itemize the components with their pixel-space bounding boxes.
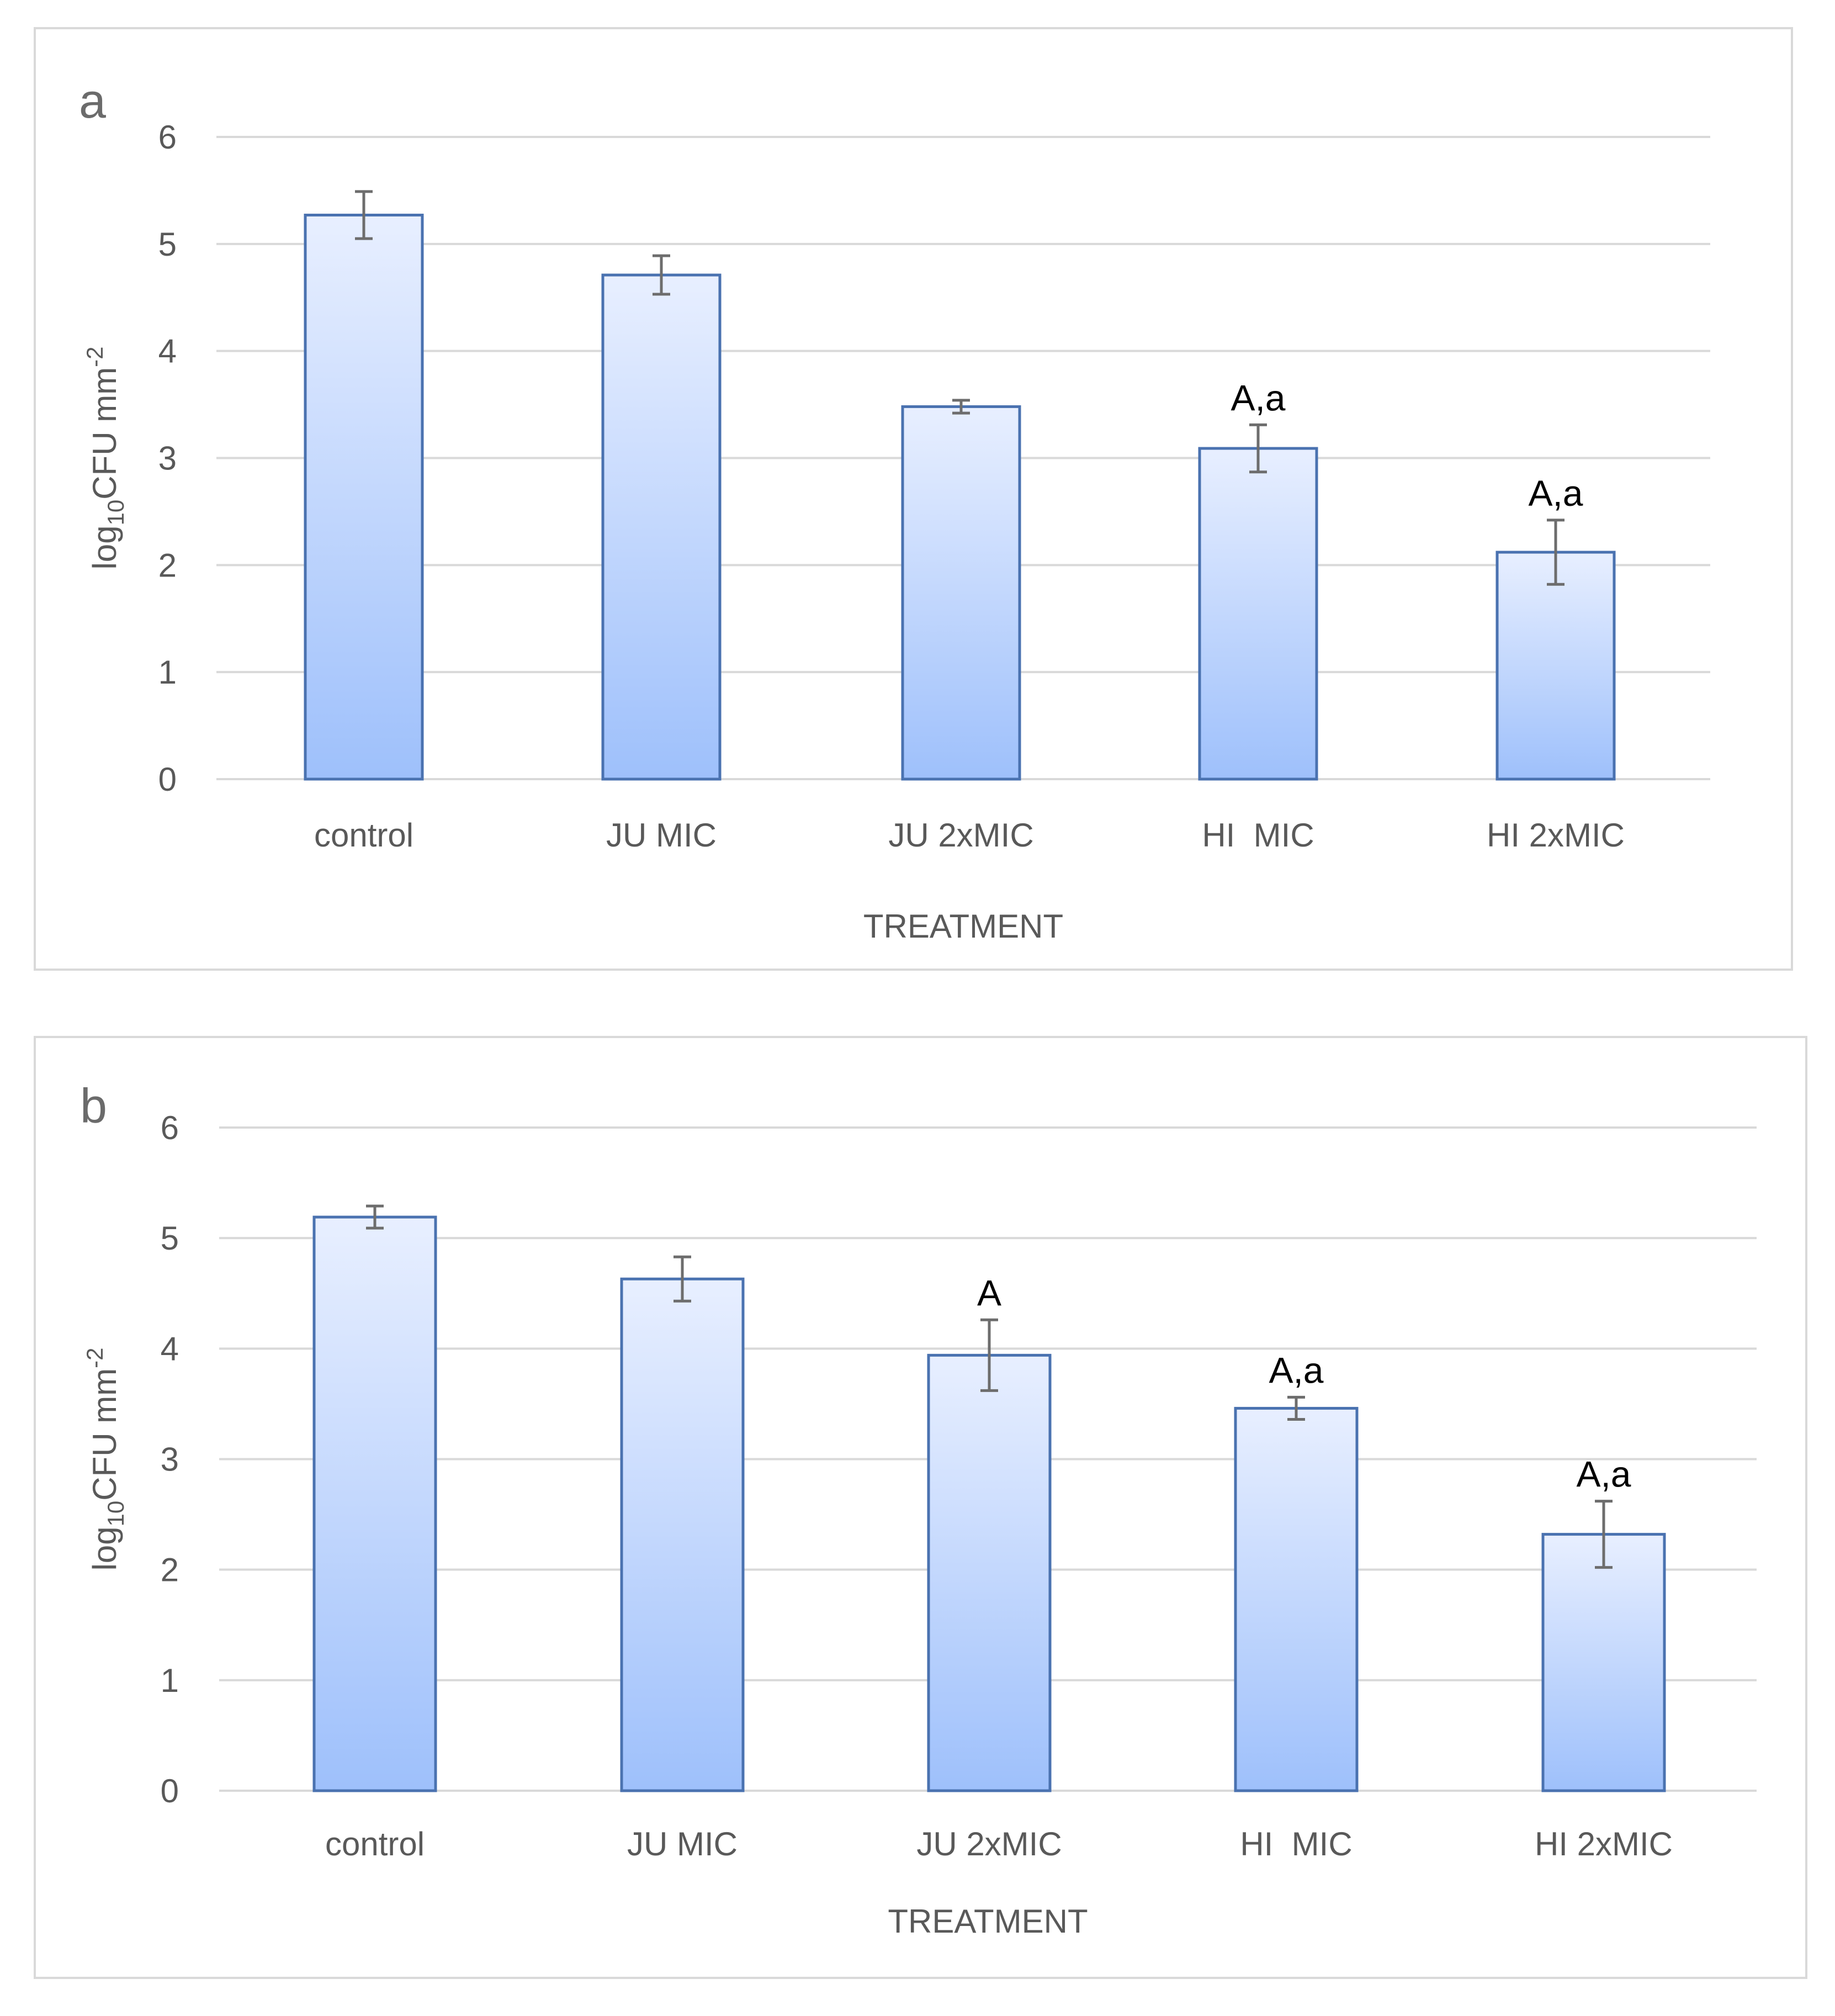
chart-a-annotation-5: A,a: [1528, 473, 1583, 514]
chart-b-category-label-3: JU 2xMIC: [916, 1825, 1062, 1862]
chart-b-category-label-1: control: [325, 1825, 425, 1862]
chart-a-ytick-label-5: 5: [158, 226, 177, 263]
chart-b-ytick-label-2: 2: [161, 1552, 179, 1589]
chart-b-bar-1: [312, 1215, 437, 1792]
chart-b-bar-3: [927, 1353, 1052, 1792]
chart-b-y-axis-title: log10CFU mm-2: [82, 1347, 129, 1570]
chart-a-category-label-1: control: [314, 817, 413, 854]
chart-b-error-bar-4: [1287, 1395, 1305, 1421]
chart-b-annotation-3: A: [977, 1272, 1001, 1313]
chart-a-ytick-label-0: 0: [158, 761, 177, 798]
chart-b-annotation-5: A,a: [1576, 1454, 1631, 1495]
chart-a-ytick-label-1: 1: [158, 654, 177, 691]
chart-b-category-label-5: HI 2xMIC: [1535, 1825, 1673, 1862]
chart-a-ytick-label-6: 6: [158, 119, 177, 156]
chart-b-error-bar-2: [673, 1255, 691, 1303]
chart-b-error-bar-5: [1595, 1500, 1613, 1569]
chart-b-ytick-label-0: 0: [161, 1772, 179, 1809]
chart-a-ytick-label-4: 4: [158, 333, 177, 370]
chart-a-y-axis-title: log10CFU mm-2: [82, 346, 129, 569]
chart-a-svg: a 0 1 2 3 4 5 6 control JU MIC JU 2xMIC A,a HI MIC A,…: [79, 73, 1710, 945]
chart-a-annotation-4: A,a: [1231, 377, 1285, 418]
chart-b-ytick-label-6: 6: [161, 1109, 179, 1146]
chart-a-error-bar-2: [653, 254, 670, 296]
chart-panel-a: a 0 1 2 3 4 5 6 control JU MIC JU 2xMIC A,a HI MIC A,…: [34, 27, 1793, 971]
chart-a-bar-3: [901, 405, 1021, 781]
chart-a-error-bar-5: [1547, 518, 1564, 586]
chart-b-bar-5: [1541, 1533, 1666, 1792]
chart-a-ytick-label-2: 2: [158, 547, 177, 584]
chart-b-svg: b 0 1 2 3 4 5 6 control JU MIC A JU 2xMIC A,a HI MIC A…: [80, 1078, 1757, 1940]
chart-a-panel-letter: a: [79, 73, 106, 128]
chart-b-annotation-4: A,a: [1269, 1350, 1323, 1390]
chart-a-bar-5: [1495, 551, 1616, 781]
chart-b-error-bar-1: [366, 1204, 384, 1230]
chart-a-error-bar-3: [952, 399, 970, 415]
chart-b-category-label-4: HI MIC: [1240, 1825, 1352, 1862]
chart-a-bar-4: [1198, 447, 1318, 781]
chart-a-category-label-3: JU 2xMIC: [888, 817, 1033, 854]
chart-a-ytick-label-3: 3: [158, 440, 177, 477]
chart-panel-b: b 0 1 2 3 4 5 6 control JU MIC A JU 2xMIC A,a HI MIC A…: [34, 1036, 1807, 1979]
chart-a-error-bar-1: [355, 190, 373, 240]
chart-a-x-axis-title: TREATMENT: [863, 908, 1063, 945]
chart-b-ytick-label-4: 4: [161, 1330, 179, 1367]
chart-b-bar-4: [1234, 1406, 1359, 1792]
chart-a-category-label-4: HI MIC: [1202, 817, 1314, 854]
chart-b-error-bar-3: [980, 1318, 998, 1392]
chart-b-ytick-label-3: 3: [161, 1441, 179, 1478]
chart-b-ytick-label-1: 1: [161, 1662, 179, 1699]
chart-b-ytick-label-5: 5: [161, 1220, 179, 1257]
chart-b-category-label-2: JU MIC: [627, 1825, 738, 1862]
chart-b-x-axis-title: TREATMENT: [888, 1903, 1088, 1940]
chart-a-category-label-2: JU MIC: [606, 817, 717, 854]
chart-b-panel-letter: b: [80, 1078, 107, 1133]
chart-b-bar-2: [620, 1277, 745, 1792]
chart-a-bar-1: [304, 213, 424, 781]
chart-a-bar-2: [601, 273, 722, 781]
chart-a-error-bar-4: [1249, 423, 1267, 474]
chart-a-category-label-5: HI 2xMIC: [1487, 817, 1625, 854]
